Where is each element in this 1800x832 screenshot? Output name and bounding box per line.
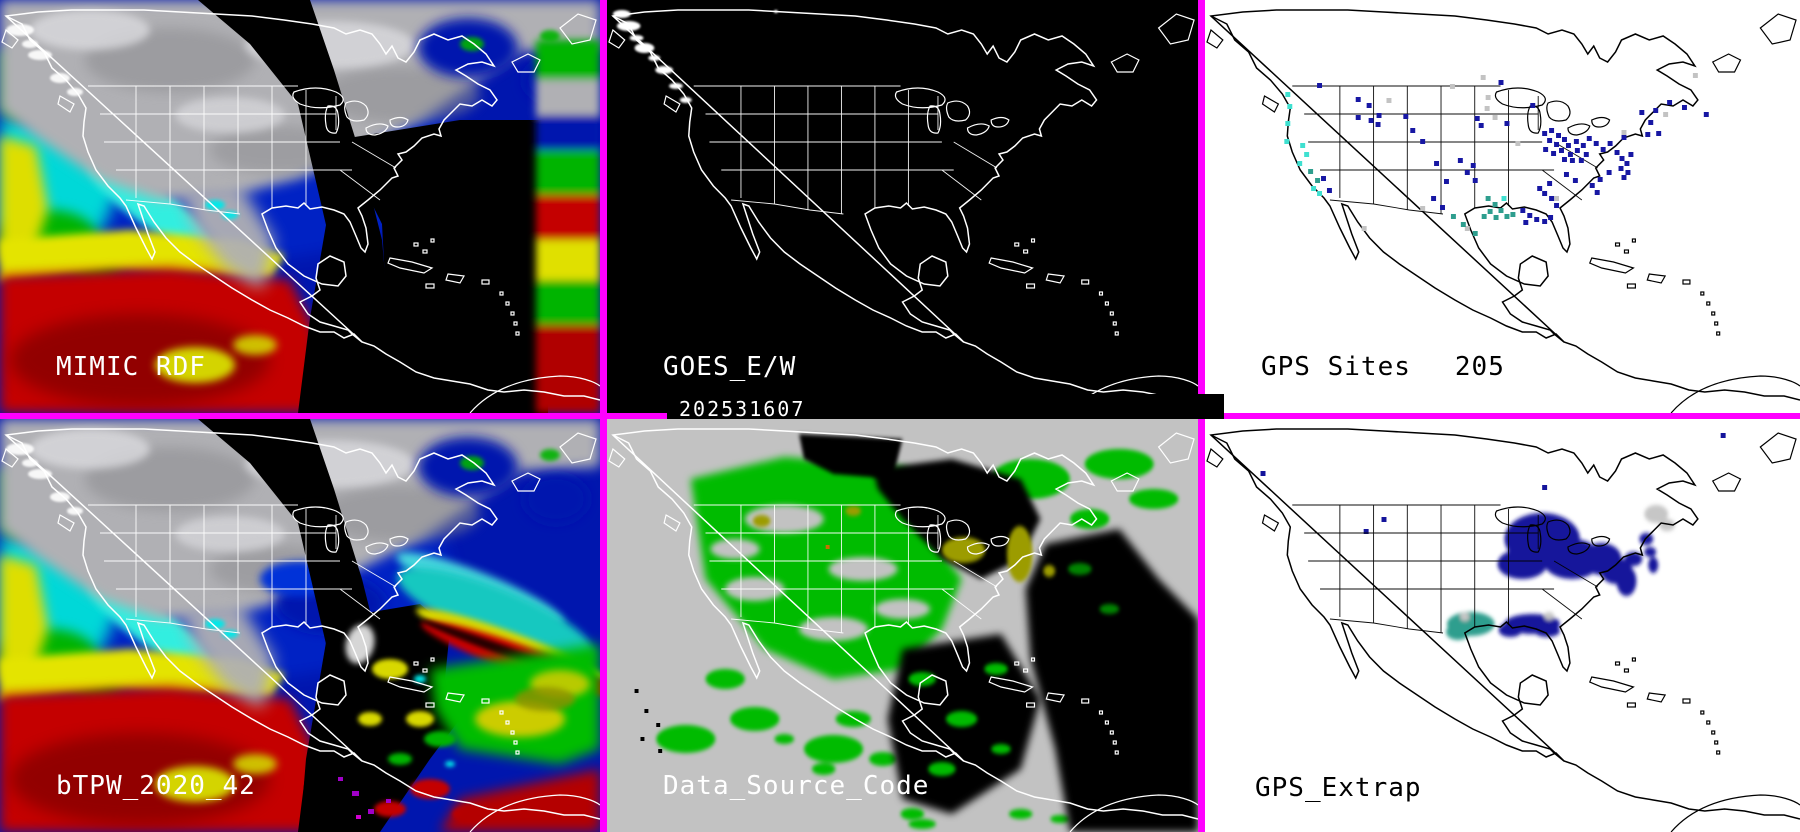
timestamp-text: 202531607 (679, 397, 806, 421)
panel-btpw[interactable]: bTPW_2020_42 (0, 419, 600, 832)
data-source-code-label: Data_Source_Code (663, 771, 930, 801)
mimic-rdf-label: MIMIC RDF (56, 352, 206, 382)
gps-extrap-label: GPS_Extrap (1255, 773, 1422, 803)
panel-data-source-code[interactable]: Data_Source_Code (607, 419, 1198, 832)
panel-goes-ew[interactable]: GOES_E/W (607, 0, 1198, 413)
panel-mimic-rdf[interactable]: MIMIC RDF (0, 0, 600, 413)
goes-map-art (607, 0, 1198, 413)
gps-sites-label: GPS Sites 205 (1261, 352, 1505, 382)
panel-gps-sites[interactable]: GPS Sites 205 (1205, 0, 1800, 413)
gps-site-markers (1284, 73, 1709, 236)
btpw-map-art (0, 419, 600, 832)
gps-extrap-regions (1445, 505, 1676, 640)
btpw-label: bTPW_2020_42 (56, 771, 256, 801)
goes-ew-label: GOES_E/W (663, 352, 797, 382)
goes-cloud-specks (612, 10, 778, 103)
gps-extrap-markers (1260, 433, 1726, 534)
gps-extrap-map-art (1205, 419, 1800, 832)
timestamp-bar: 202531607 (667, 394, 1224, 421)
gps-sites-map-art (1205, 0, 1800, 413)
data-source-map-art (607, 419, 1198, 832)
gps-sites-count: 205 (1454, 352, 1505, 382)
mimic-rdf-map-art (0, 0, 600, 413)
panel-gps-extrap[interactable]: GPS_Extrap (1205, 419, 1800, 832)
